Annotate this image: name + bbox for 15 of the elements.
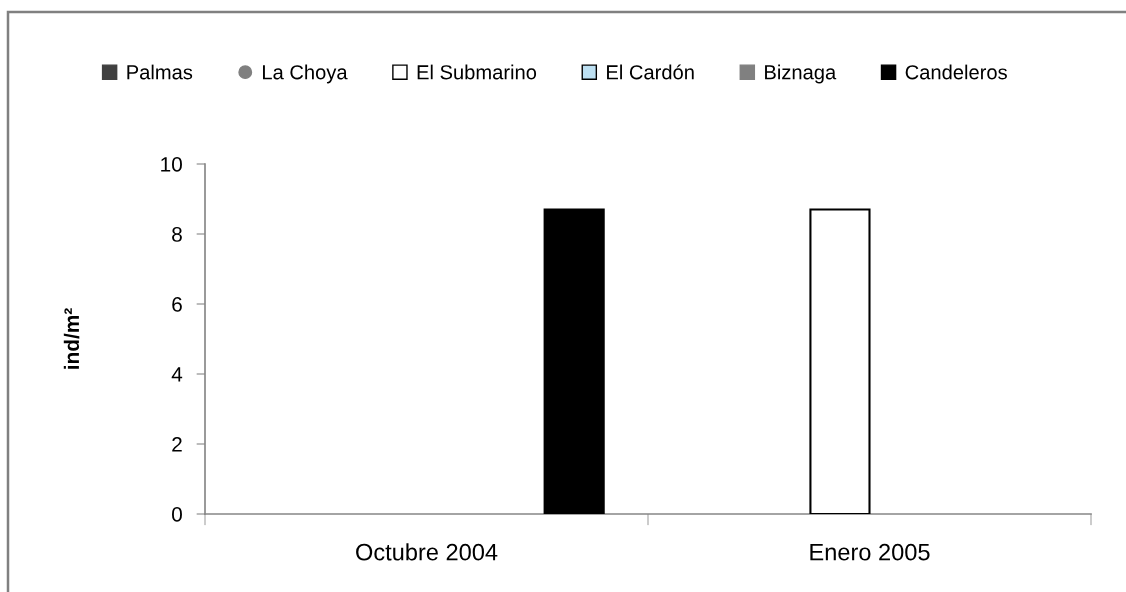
legend-label: Candeleros (905, 64, 1007, 80)
y-tick-label: 4 (171, 367, 183, 382)
legend-label: El Cardón (607, 64, 694, 80)
legend-label: La Choya (263, 64, 348, 84)
legend-label: Biznaga (765, 64, 837, 84)
y-tick-label: 2 (172, 437, 182, 452)
y-tick-label: 0 (172, 507, 182, 522)
y-tick-label: 8 (172, 227, 182, 242)
x-tick-label: Enero 2005 (810, 543, 930, 561)
x-tick-label: Octubre 2004 (356, 543, 498, 561)
y-tick-label: 6 (172, 297, 182, 312)
y-axis-title: ind/m² (63, 308, 80, 369)
legend-label: El Submarino (417, 64, 537, 80)
legend-label: Palmas (127, 64, 193, 80)
y-tick-label: 10 (161, 157, 182, 172)
